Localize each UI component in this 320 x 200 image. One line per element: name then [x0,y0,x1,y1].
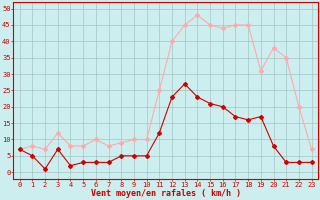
X-axis label: Vent moyen/en rafales ( km/h ): Vent moyen/en rafales ( km/h ) [91,189,241,198]
